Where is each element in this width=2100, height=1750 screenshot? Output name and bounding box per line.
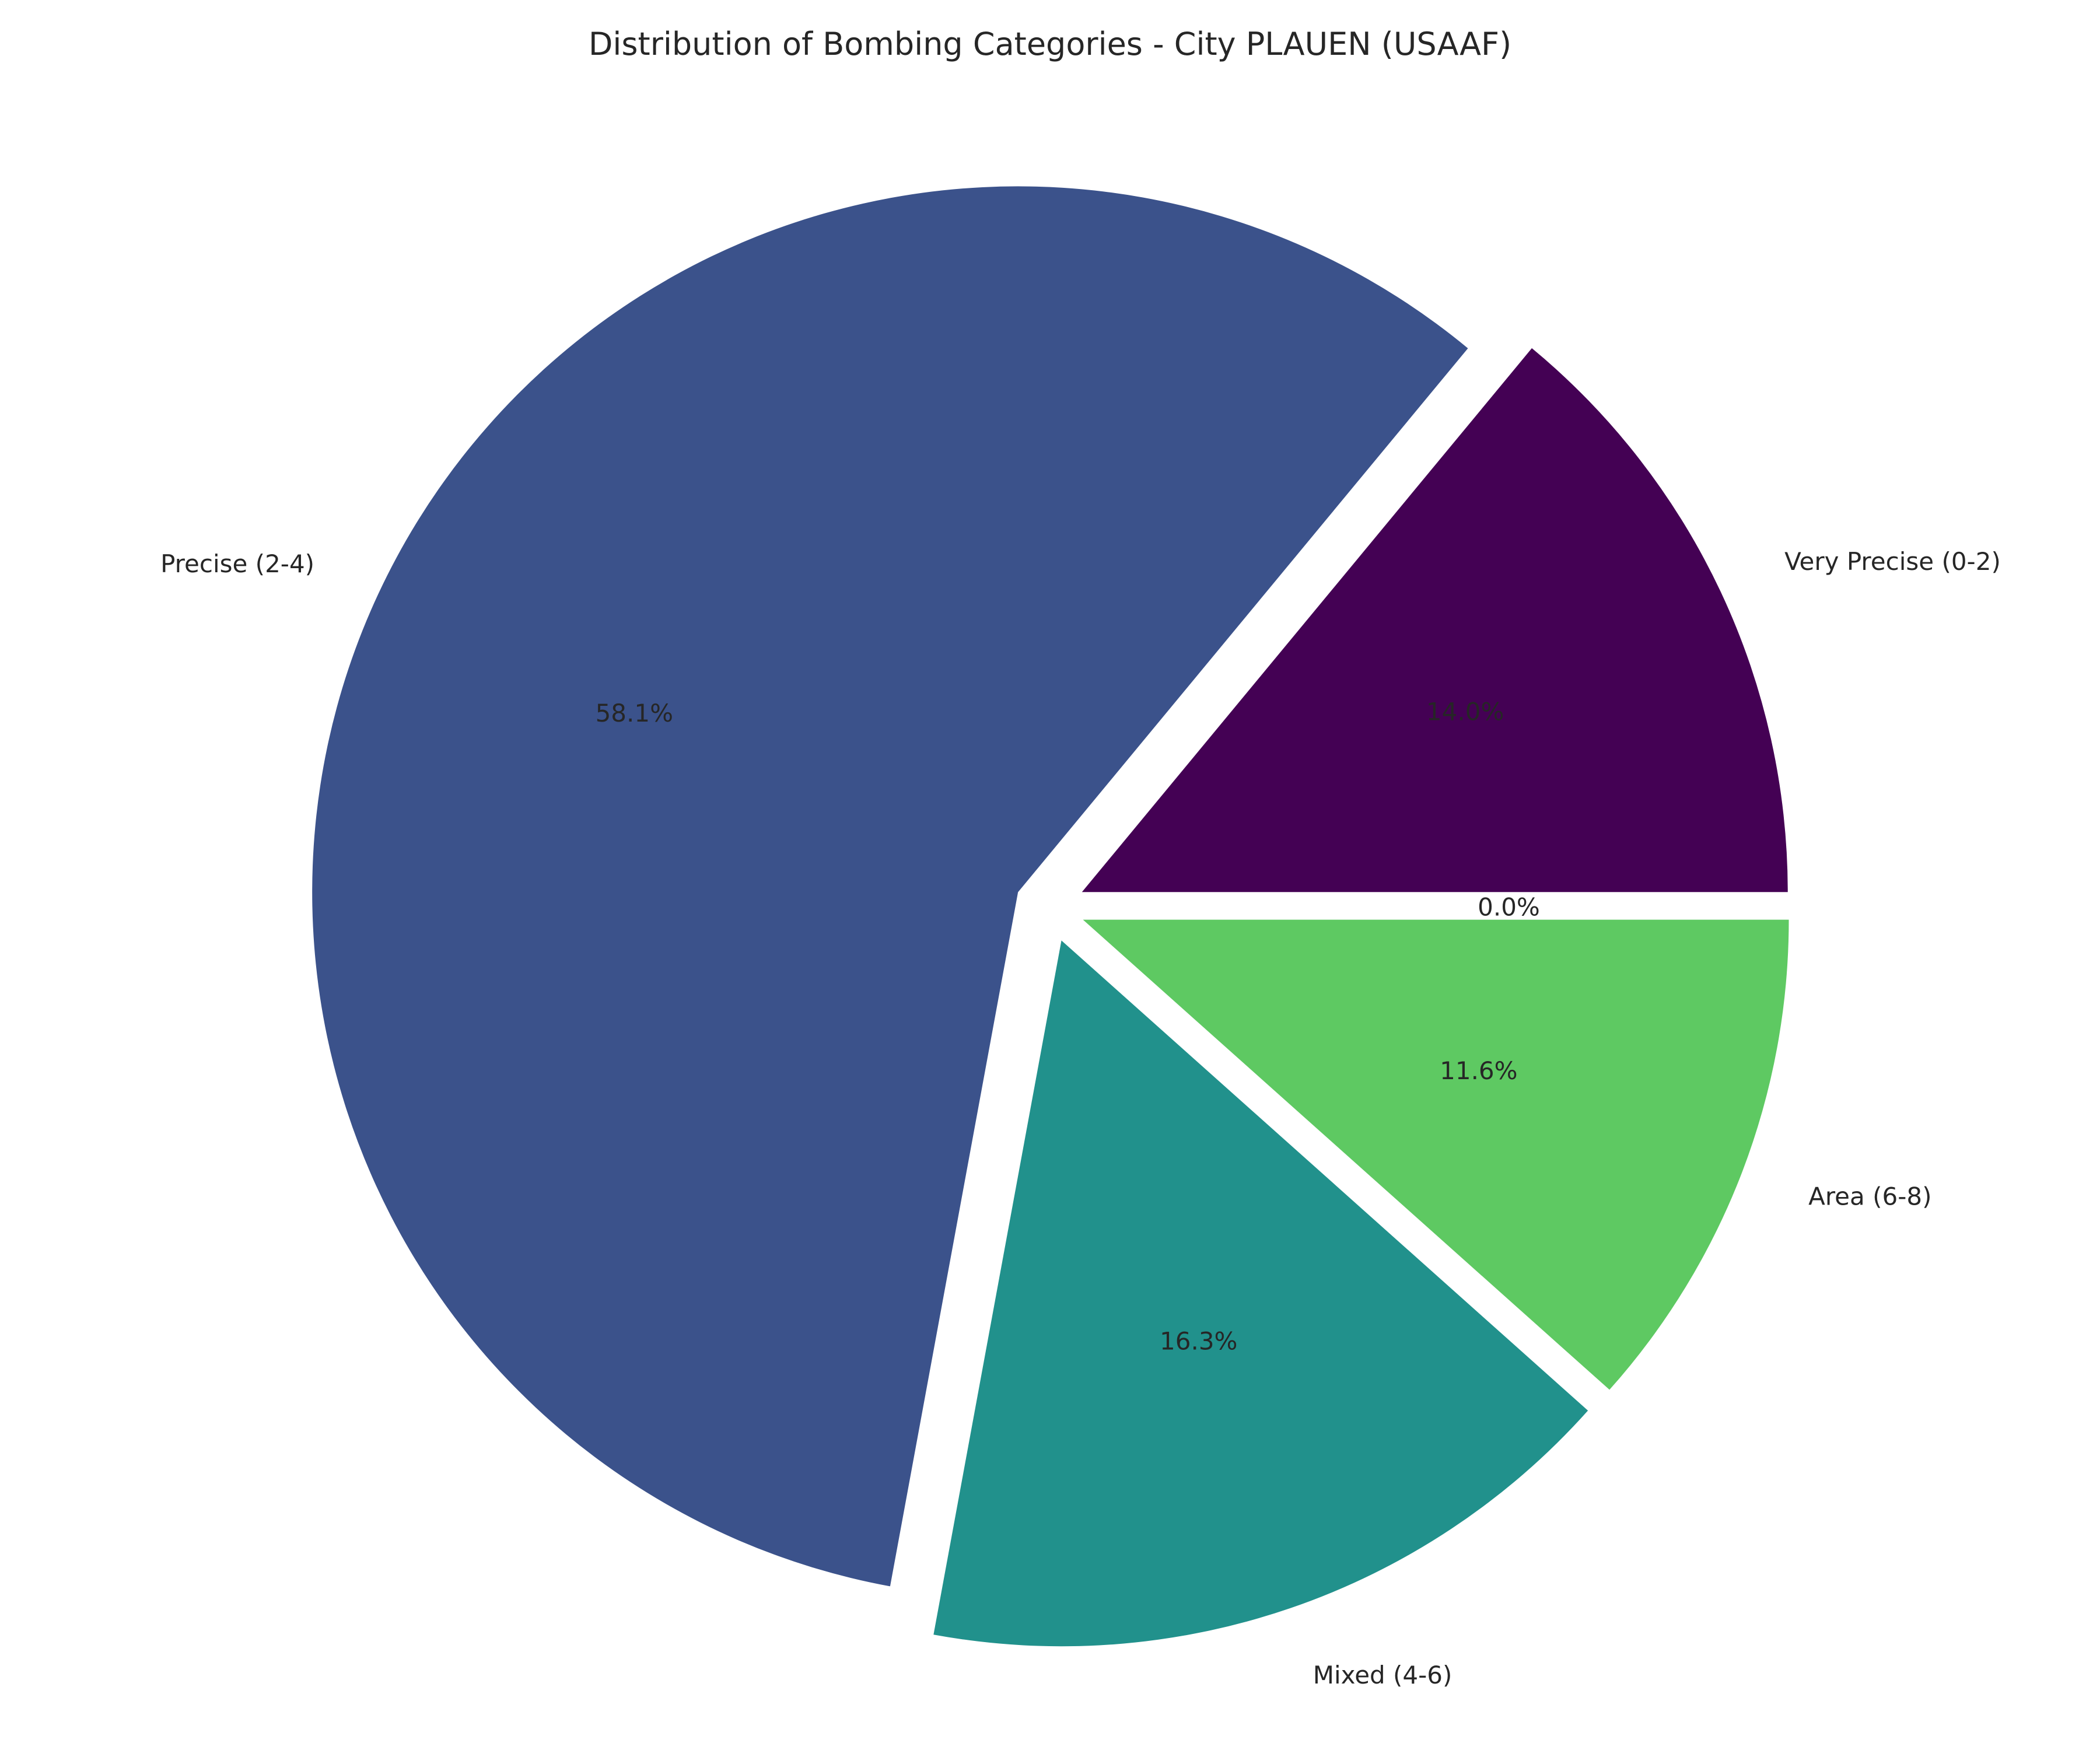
percent-label-mixed-4-6: 16.3%	[1160, 1327, 1237, 1356]
pie-slice-mixed-4-6	[933, 940, 1588, 1647]
category-label-very-precise-0-2: Very Precise (0-2)	[1784, 547, 2001, 576]
percent-labels: 14.0% 58.1% 16.3% 11.6% 0.0%	[596, 698, 1540, 1356]
category-labels: Very Precise (0-2) Precise (2-4) Mixed (4-…	[160, 547, 2001, 1689]
percent-label-area-8: 0.0%	[1478, 893, 1540, 922]
pie-slice-precise-2-4	[312, 186, 1468, 1587]
pie-slice-area-6-8	[1083, 919, 1789, 1390]
percent-label-precise-2-4: 58.1%	[596, 699, 673, 727]
category-label-area-6-8: Area (6-8)	[1808, 1182, 1931, 1210]
chart-title: Distribution of Bombing Categories - Cit…	[589, 26, 1511, 62]
pie-slice-very-precise-0-2	[1082, 348, 1788, 892]
category-label-mixed-4-6: Mixed (4-6)	[1313, 1661, 1452, 1689]
percent-label-area-6-8: 11.6%	[1440, 1056, 1517, 1085]
percent-label-very-precise-0-2: 14.0%	[1426, 698, 1504, 726]
category-label-precise-2-4: Precise (2-4)	[160, 550, 314, 578]
pie-slices	[312, 186, 1789, 1647]
